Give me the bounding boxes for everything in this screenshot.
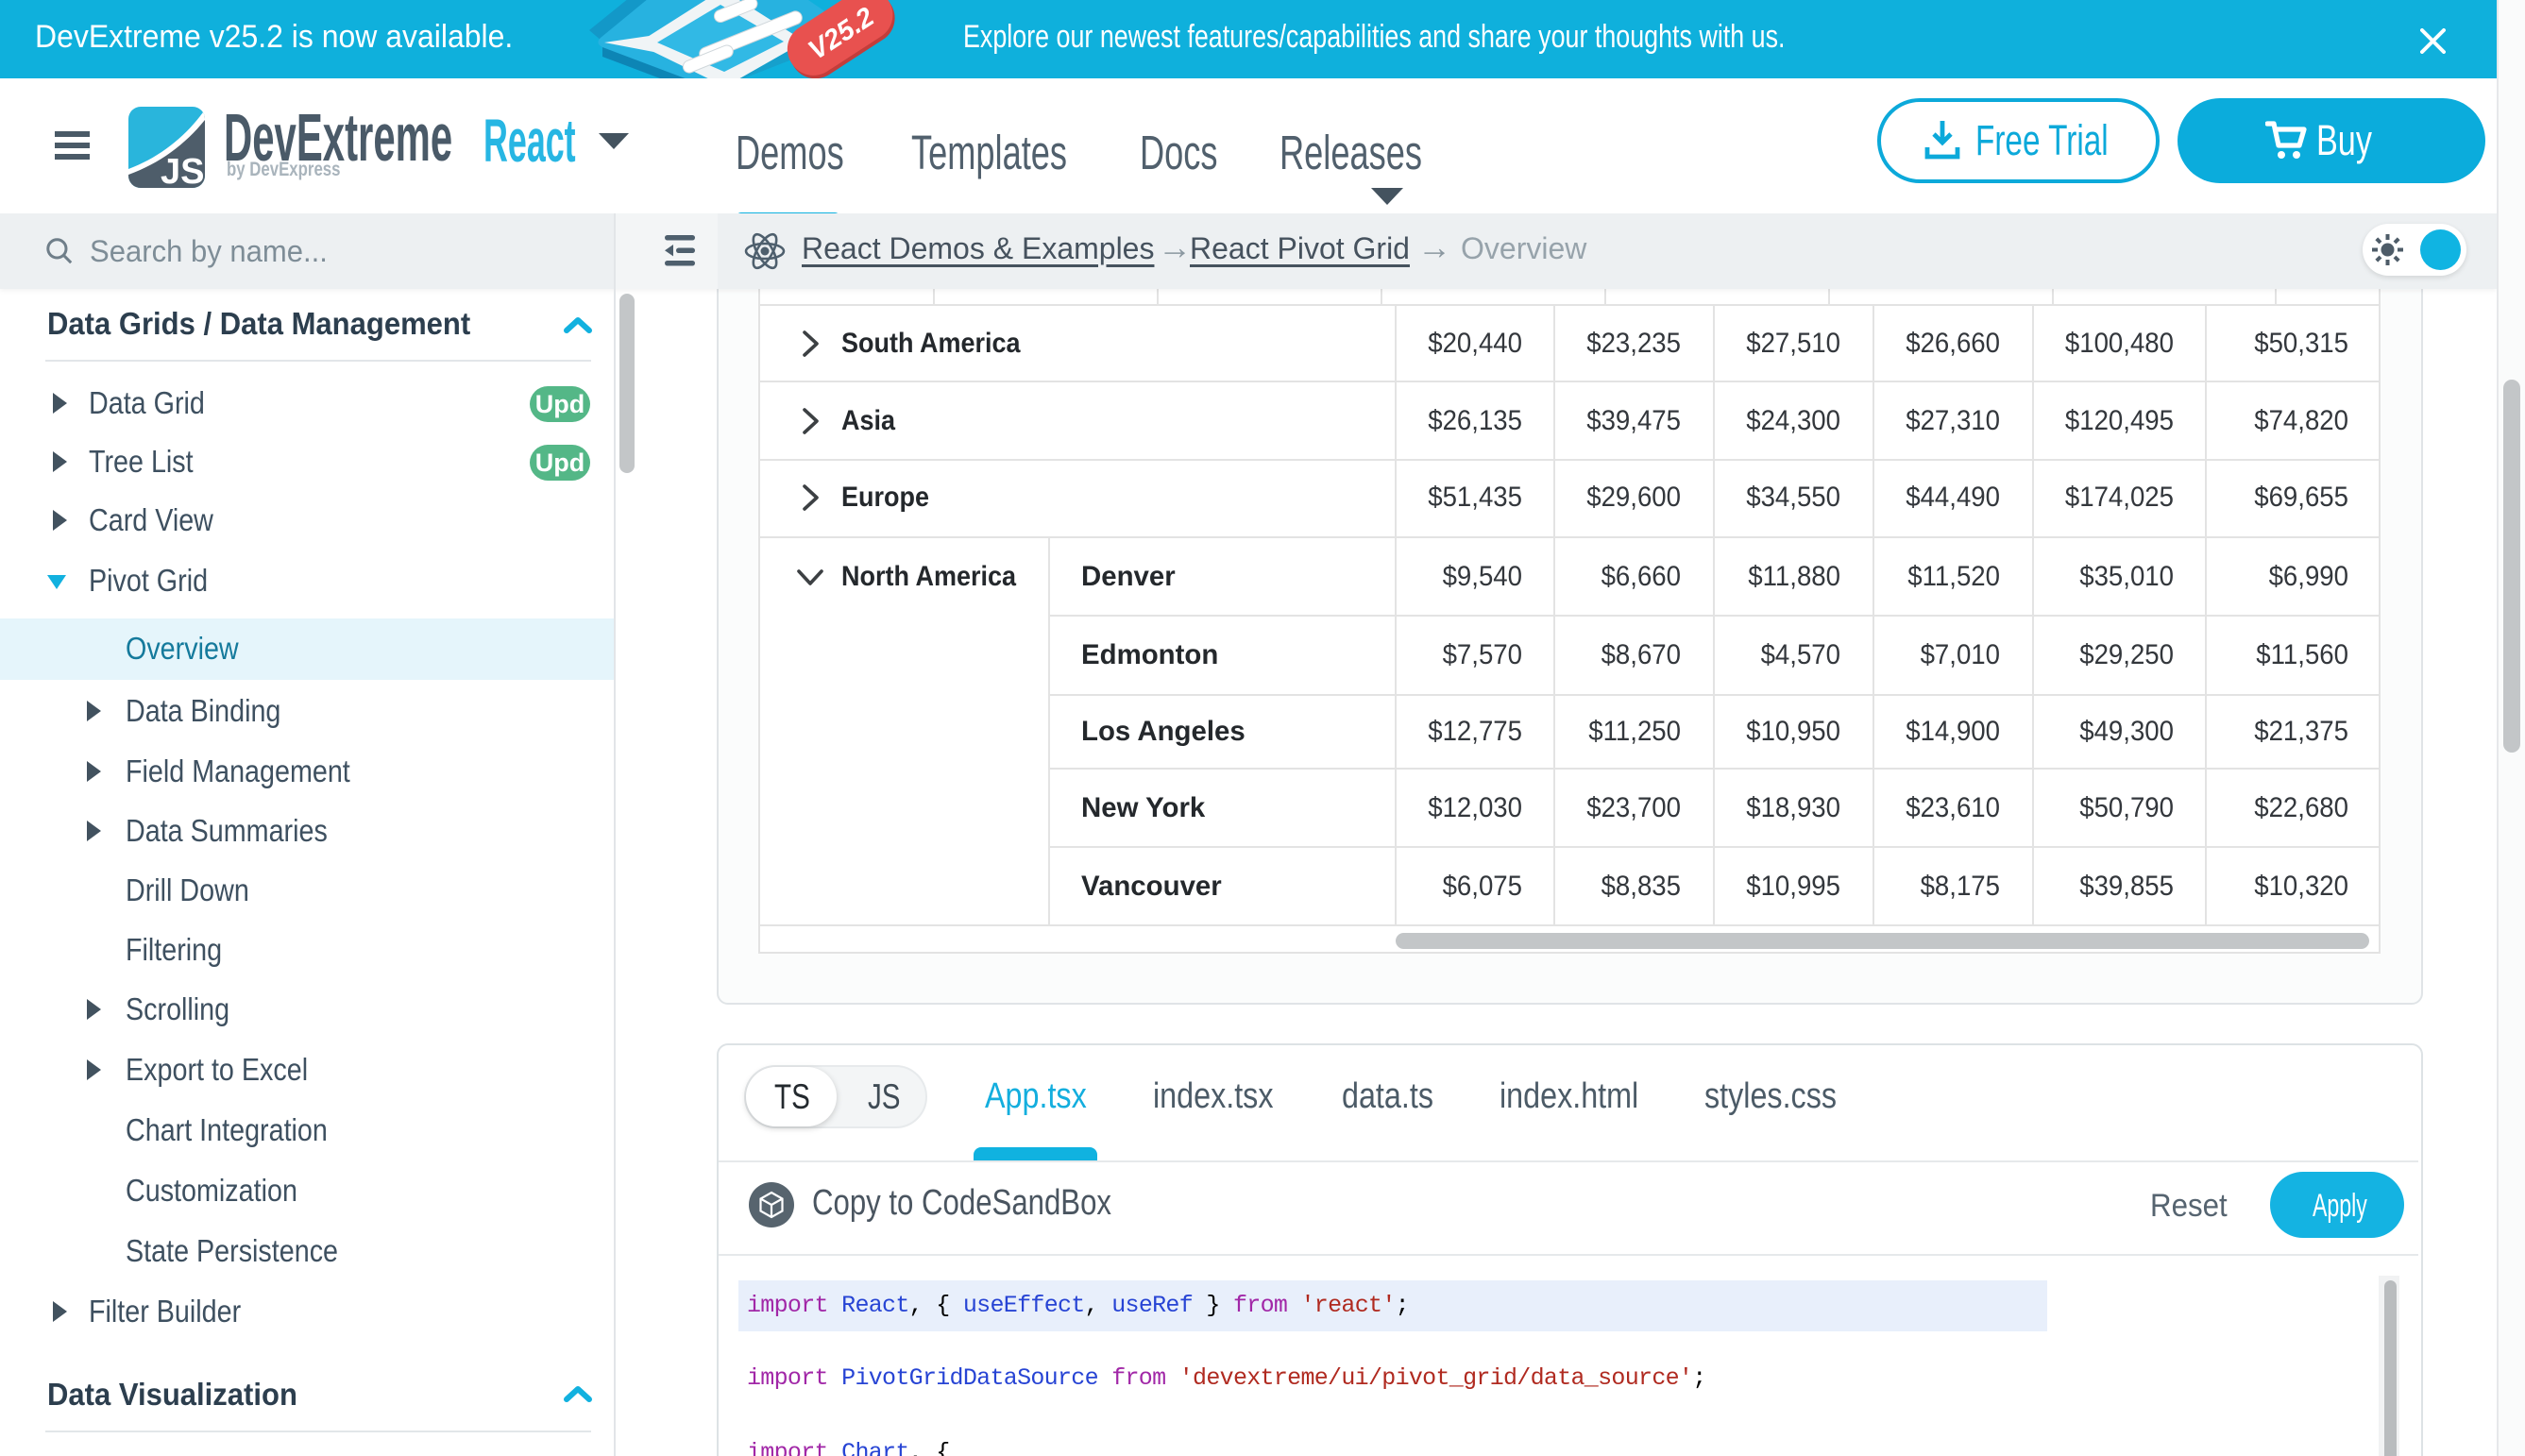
svg-text:JS: JS <box>161 152 204 188</box>
